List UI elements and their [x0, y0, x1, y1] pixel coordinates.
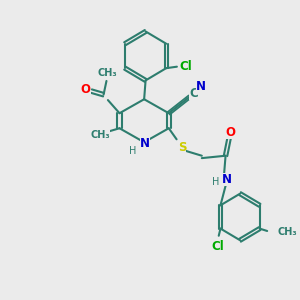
Text: CH₃: CH₃	[91, 130, 110, 140]
Text: H: H	[129, 146, 137, 156]
Text: O: O	[225, 126, 235, 139]
Text: N: N	[140, 137, 150, 150]
Text: Cl: Cl	[211, 240, 224, 253]
Text: S: S	[178, 141, 186, 154]
Text: N: N	[222, 173, 232, 186]
Text: O: O	[81, 83, 91, 96]
Text: Cl: Cl	[179, 60, 192, 73]
Text: CH₃: CH₃	[277, 226, 297, 237]
Text: H: H	[212, 177, 219, 187]
Text: N: N	[196, 80, 206, 93]
Text: CH₃: CH₃	[97, 68, 117, 78]
Text: C: C	[189, 87, 198, 100]
